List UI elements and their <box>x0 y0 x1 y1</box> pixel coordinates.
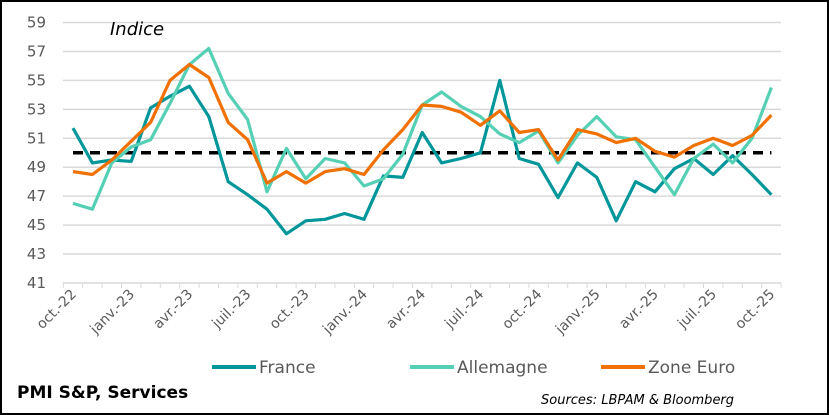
x-tick-label: oct.-24 <box>499 286 545 332</box>
y-tick-label: 41 <box>27 274 46 292</box>
x-tick-label: oct.-23 <box>267 287 313 333</box>
legend-label: France <box>259 358 316 378</box>
legend-label: Allemagne <box>457 358 548 378</box>
legend: France Allemagne Zone Euro <box>212 358 735 378</box>
series-line-zone-euro <box>72 62 773 185</box>
x-tick-label: oct.-25 <box>732 287 778 333</box>
y-tick-label: 55 <box>27 71 46 89</box>
gridlines <box>63 21 781 255</box>
series-lines <box>71 46 773 236</box>
x-tick-label: oct.-22 <box>34 287 80 333</box>
y-tick-label: 59 <box>27 14 46 32</box>
y-tick-label: 49 <box>27 158 46 176</box>
x-tick-label: avr.-25 <box>616 287 662 333</box>
y-tick-label: 43 <box>27 245 46 263</box>
x-tick-label: janv.-24 <box>319 286 371 338</box>
y-axis: 41 43 45 47 49 51 53 55 57 59 <box>27 14 46 293</box>
y-tick-label: 53 <box>27 100 46 118</box>
x-tick-label: juil.-25 <box>674 287 720 333</box>
series-line-france <box>71 78 773 236</box>
chart-title: PMI S&P, Services <box>17 383 189 403</box>
legend-label: Zone Euro <box>648 358 735 378</box>
x-tick-label: janv.-23 <box>87 287 139 339</box>
x-axis: oct.-22 janv.-23 avr.-23 juil.-23 oct.-23 jan… <box>34 282 782 339</box>
y-tick-label: 45 <box>27 216 46 234</box>
x-tick-label: avr.-24 <box>383 286 429 332</box>
source-note: Sources: LBPAM & Bloomberg <box>541 393 735 408</box>
x-tick-label: janv.-25 <box>552 287 604 339</box>
x-tick-label: avr.-23 <box>151 287 197 333</box>
y-axis-label: Indice <box>110 19 165 40</box>
y-tick-label: 57 <box>27 42 46 60</box>
x-tick-label: juil.-24 <box>441 286 487 332</box>
y-tick-label: 51 <box>27 129 46 147</box>
x-tick-label: juil.-23 <box>209 287 255 333</box>
y-tick-label: 47 <box>27 187 46 205</box>
